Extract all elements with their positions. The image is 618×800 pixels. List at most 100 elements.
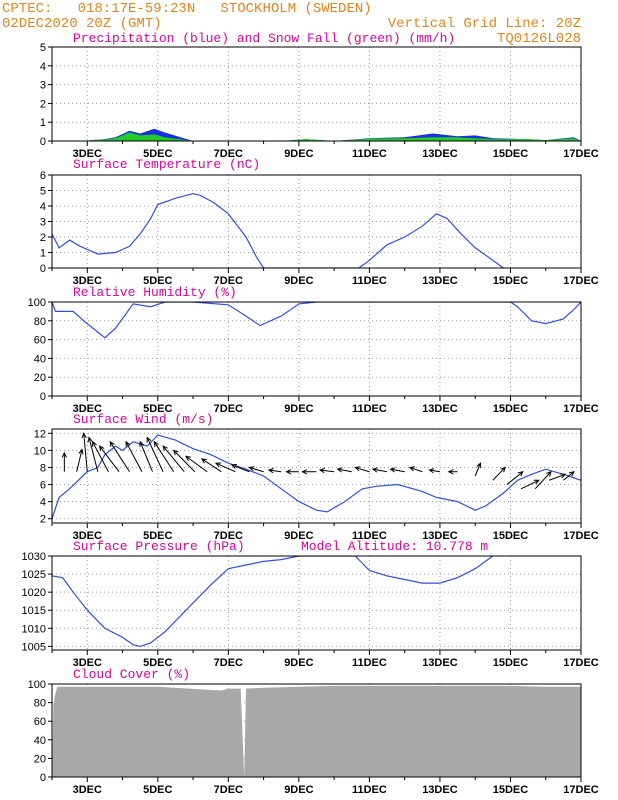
x-tick-label: 17DEC — [563, 657, 599, 669]
wind-arrow-head — [185, 455, 191, 462]
wind-arrow-head — [389, 467, 396, 473]
wind-arrow-head — [61, 451, 67, 458]
y-tick-label: 6 — [40, 480, 46, 492]
wind-arrow-shaft — [355, 466, 370, 473]
y-tick-label: 6 — [40, 170, 46, 182]
wind-arrow-head — [318, 467, 325, 474]
wind-arrow-head — [153, 440, 159, 447]
y-tick-label: 40 — [34, 353, 46, 365]
x-tick-label: 9DEC — [284, 657, 313, 669]
y-tick-label: 0 — [40, 263, 46, 275]
y-tick-label: 10 — [34, 445, 46, 457]
wind-arrow-head — [408, 466, 415, 472]
wind-arrow-head — [109, 440, 115, 447]
wind-arrow-shaft — [474, 462, 481, 477]
y-tick-label: 5 — [40, 42, 46, 54]
wind-arrow-shaft — [549, 473, 566, 481]
x-tick-label: 7DEC — [214, 275, 243, 287]
y-tick-label: 20 — [34, 753, 46, 765]
wind-arrow-head — [560, 473, 567, 479]
wind-arrow-shaft — [492, 467, 506, 481]
wind-arrow — [172, 449, 196, 473]
y-tick-label: 1 — [40, 248, 46, 260]
panel-frame — [51, 301, 582, 397]
wind-arrow-head — [267, 468, 274, 474]
x-tick-label: 7DEC — [214, 784, 243, 796]
wind-arrow-head — [336, 467, 343, 473]
wind-arrow-shaft — [99, 445, 120, 473]
x-tick-label: 3DEC — [73, 657, 102, 669]
wind-arrow-shaft — [506, 471, 524, 485]
wind-arrow-head — [354, 466, 361, 472]
panel-title: Surface Pressure (hPa) — [73, 539, 245, 554]
x-tick-label: 5DEC — [143, 403, 172, 415]
wind-arrow-shaft — [109, 441, 131, 472]
x-tick-label: 11DEC — [352, 657, 387, 669]
x-tick-label: 7DEC — [214, 530, 243, 542]
y-tick-label: 80 — [34, 698, 46, 710]
wind-arrow-head — [517, 470, 524, 477]
x-tick-label: 13DEC — [422, 657, 458, 669]
y-tick-label: 40 — [34, 735, 46, 747]
y-tick-label: 1015 — [22, 605, 46, 617]
panel-precip: 0 1 2 3 4 5 3DEC 5DEC 7DEC 9DEC 11DEC 13DEC 15DEC 17D… — [40, 31, 599, 160]
wind-arrow — [534, 470, 552, 490]
plot-area-rh — [52, 302, 581, 339]
x-tick-label: 11DEC — [352, 784, 387, 796]
x-tick-label: 5DEC — [143, 784, 172, 796]
wind-arrow-shaft — [337, 468, 352, 473]
x-tick-label: 7DEC — [214, 148, 243, 160]
wind-arrow — [549, 473, 567, 481]
wind-arrow-shaft — [563, 471, 575, 481]
y-tick-label: 1025 — [22, 569, 46, 581]
wind-arrow-head — [301, 469, 308, 475]
y-tick-label: 2 — [40, 98, 46, 110]
x-tick-label: 13DEC — [422, 530, 458, 542]
y-tick-label: 1 — [40, 117, 46, 129]
x-tick-label: 15DEC — [493, 530, 529, 542]
series-line-temp — [52, 192, 504, 268]
y-tick-label: 1020 — [22, 587, 46, 599]
wind-arrow-head — [146, 436, 152, 443]
wind-arrow-head — [139, 440, 145, 447]
wind-arrow — [76, 448, 84, 472]
wind-arrow-shaft — [92, 441, 109, 472]
x-tick-label: 17DEC — [563, 275, 599, 287]
wind-arrow-head — [533, 479, 540, 485]
plot-area-pressure — [52, 556, 494, 648]
panel-title: Precipitation (blue) and Snow Fall (gree… — [73, 31, 455, 46]
wind-arrow — [354, 466, 370, 473]
x-tick-label: 15DEC — [493, 784, 529, 796]
wind-arrow — [146, 436, 164, 472]
panel-subtitle: Model Altitude: 10.778 m — [301, 539, 488, 554]
wind-arrow — [98, 445, 120, 473]
y-tick-label: 60 — [34, 716, 46, 728]
y-tick-label: 3 — [40, 80, 46, 92]
x-tick-label: 17DEC — [563, 784, 599, 796]
x-tick-label: 9DEC — [284, 784, 313, 796]
y-tick-label: 3 — [40, 217, 46, 229]
wind-arrow-shaft — [319, 469, 335, 473]
y-tick-label: 100 — [28, 679, 46, 691]
wind-arrow-head — [248, 466, 255, 472]
wind-arrow — [492, 466, 507, 481]
header-grid-note: Vertical Grid Line: 20Z — [388, 16, 581, 32]
panel-frame — [51, 46, 582, 142]
x-tick-label: 7DEC — [214, 657, 243, 669]
x-tick-label: 9DEC — [284, 275, 313, 287]
wind-arrow — [371, 467, 388, 473]
panel-pressure: 1005 1010 1015 1020 1025 1030 3DEC 5DEC 7DEC 9DEC… — [22, 539, 599, 669]
x-tick-label: 3DEC — [73, 275, 102, 287]
wind-arrow — [336, 467, 352, 473]
wind-arrow — [125, 440, 143, 472]
x-tick-label: 3DEC — [73, 530, 102, 542]
wind-arrow-head — [428, 468, 435, 474]
wind-arrow-head — [476, 462, 482, 469]
wind-arrow — [109, 440, 131, 472]
wind-arrow-shaft — [153, 441, 175, 472]
panel-cloud: 0 20 40 60 80 100 3DEC 5DEC 7DEC 9DEC 11DEC 13DEC 15… — [28, 667, 599, 796]
wind-arrow-head — [200, 458, 207, 464]
wind-arrow-head — [81, 432, 87, 439]
wind-arrow-head — [371, 467, 378, 473]
